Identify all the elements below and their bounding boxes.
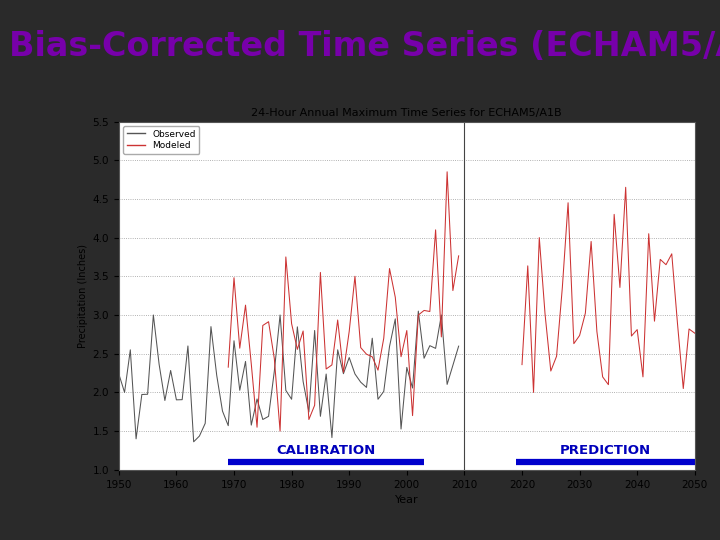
Modeled — [293, 346, 302, 353]
Observed — [235, 387, 244, 394]
Modeled — [351, 273, 359, 280]
Observed — [207, 323, 215, 330]
Modeled — [322, 366, 330, 372]
Modeled — [426, 308, 434, 315]
Modeled — [270, 355, 279, 362]
Modeled — [305, 416, 313, 423]
Modeled — [385, 265, 394, 272]
Modeled — [258, 322, 267, 329]
Modeled — [362, 351, 371, 357]
Modeled — [328, 362, 336, 368]
Observed — [218, 408, 227, 414]
Title: 24-Hour Annual Maximum Time Series for ECHAM5/A1B: 24-Hour Annual Maximum Time Series for E… — [251, 108, 562, 118]
Modeled — [368, 354, 377, 360]
Modeled — [397, 354, 405, 360]
Modeled — [449, 287, 457, 294]
Legend: Observed, Modeled: Observed, Modeled — [123, 126, 199, 154]
X-axis label: Year: Year — [395, 495, 418, 505]
Modeled — [345, 328, 354, 335]
Observed — [414, 308, 423, 314]
Modeled — [443, 168, 451, 175]
Modeled — [310, 402, 319, 408]
Modeled — [316, 269, 325, 275]
Modeled — [339, 369, 348, 375]
Modeled — [264, 319, 273, 325]
Line: Modeled: Modeled — [228, 172, 459, 431]
Modeled — [431, 227, 440, 233]
Modeled — [408, 413, 417, 419]
Modeled — [224, 364, 233, 370]
Observed — [189, 438, 198, 445]
Modeled — [402, 327, 411, 334]
Text: Bias-Corrected Time Series (ECHAM5/A 1 B): Bias-Corrected Time Series (ECHAM5/A 1 B… — [9, 30, 720, 63]
Modeled — [356, 345, 365, 351]
Observed — [114, 370, 123, 377]
Modeled — [391, 294, 400, 300]
Observed — [230, 338, 238, 344]
Modeled — [287, 320, 296, 327]
Line: Observed: Observed — [119, 311, 459, 442]
Modeled — [437, 334, 446, 340]
Observed — [333, 347, 342, 353]
Text: CALIBRATION: CALIBRATION — [276, 444, 376, 457]
Modeled — [420, 307, 428, 314]
Modeled — [333, 317, 342, 323]
Modeled — [247, 361, 256, 367]
Modeled — [414, 312, 423, 318]
Modeled — [374, 367, 382, 373]
Modeled — [241, 302, 250, 308]
Modeled — [282, 254, 290, 260]
Modeled — [454, 253, 463, 259]
Observed — [172, 396, 181, 403]
Observed — [454, 343, 463, 349]
Modeled — [379, 335, 388, 341]
Text: PREDICTION: PREDICTION — [560, 444, 651, 457]
Modeled — [253, 424, 261, 430]
Modeled — [299, 328, 307, 334]
Modeled — [235, 345, 244, 352]
Y-axis label: Precipitation (Inches): Precipitation (Inches) — [78, 244, 89, 348]
Modeled — [276, 428, 284, 434]
Modeled — [230, 274, 238, 281]
